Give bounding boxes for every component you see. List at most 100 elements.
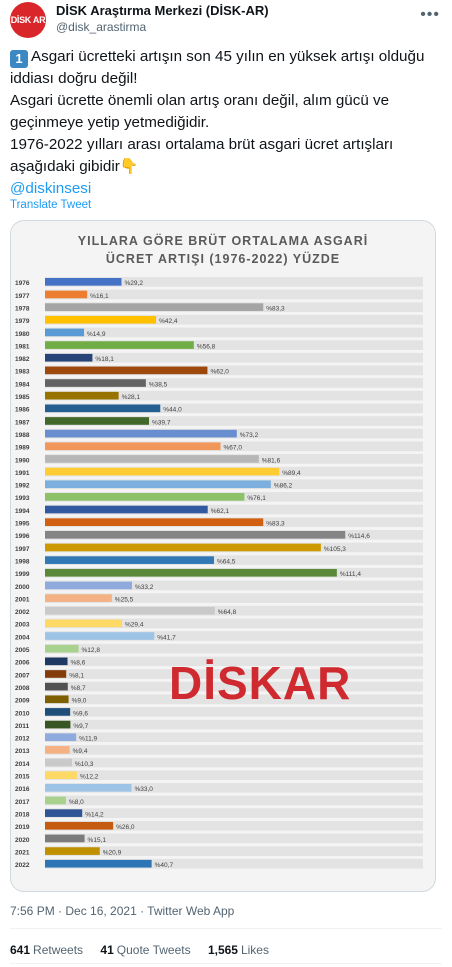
more-horizontal-icon[interactable]: •••: [420, 6, 440, 23]
bar: [45, 391, 119, 400]
bar-value-label: %20,9: [103, 849, 122, 856]
tweet-line-2: Asgari ücrette önemli olan artış oranı d…: [10, 92, 390, 131]
bar-track: [45, 757, 423, 768]
quotes-stat[interactable]: 41 Quote Tweets: [100, 943, 190, 957]
year-label: 2001: [15, 596, 30, 603]
bar-value-label: %62,0: [210, 369, 229, 376]
bar: [45, 758, 72, 767]
bar-track: [45, 403, 423, 414]
bar-track: [45, 504, 423, 515]
bar: [45, 657, 68, 666]
bar-track: [45, 593, 423, 603]
bar: [45, 353, 93, 362]
retweets-stat[interactable]: 641 Retweets: [10, 943, 83, 957]
bar: [45, 341, 194, 349]
bar-value-label: %33,2: [135, 584, 154, 591]
bar: [45, 859, 152, 868]
translate-tweet-link[interactable]: Translate Tweet: [10, 199, 92, 211]
handle[interactable]: @disk_arastirma: [56, 20, 147, 34]
year-label: 2015: [15, 774, 30, 781]
year-label: 2018: [15, 811, 30, 818]
diskar-watermark-logo: DİSKAR: [169, 657, 351, 709]
year-label: 1981: [15, 343, 30, 350]
year-label: 1976: [15, 280, 30, 287]
bar-value-label: %8,6: [71, 660, 86, 667]
likes-label: Likes: [240, 943, 269, 957]
year-label: 1991: [15, 470, 30, 477]
bar-value-label: %11,9: [79, 736, 97, 743]
bar-value-label: %15,1: [88, 837, 107, 844]
bar-track: [45, 327, 423, 338]
bar-value-label: %10,3: [75, 761, 94, 768]
likes-stat[interactable]: 1,565 Likes: [208, 943, 269, 957]
year-label: 1978: [15, 305, 30, 312]
bar: [45, 746, 70, 754]
chart-image[interactable]: YILLARA GÖRE BRÜT ORTALAMA ASGARİ ÜCRET …: [10, 220, 436, 892]
bar-track: [45, 820, 423, 831]
bar: [45, 455, 259, 463]
tweet-mention[interactable]: @diskinsesi: [10, 180, 92, 197]
tweet-line-1-text: Asgari ücretteki artışın son 45 yılın en…: [10, 48, 425, 87]
year-label: 1985: [15, 394, 30, 401]
year-label: 1984: [15, 381, 30, 388]
year-label: 1989: [15, 445, 30, 452]
bar: [45, 379, 146, 387]
bar: [45, 467, 280, 476]
bar: [45, 720, 71, 729]
bar: [45, 594, 112, 602]
divider: [10, 928, 442, 929]
year-label: 1987: [15, 419, 30, 426]
bar-track: [45, 808, 423, 818]
bar-value-label: %56,8: [197, 343, 216, 350]
bar-value-label: %33,0: [134, 786, 153, 793]
bar-value-label: %12,2: [80, 774, 99, 781]
bar-chart: 1976 %29,2 1977 %16,1 1978 %83,3 1979 %42,4 1980…: [15, 277, 423, 869]
bar-value-label: %8,0: [69, 799, 84, 806]
year-label: 1992: [15, 483, 30, 490]
bar: [45, 303, 264, 311]
tweet-timestamp[interactable]: 7:56 PM · Dec 16, 2021 · Twitter Web App: [10, 904, 235, 918]
bar-value-label: %8,7: [71, 685, 86, 692]
retweets-count: 641: [10, 943, 31, 957]
bar-track: [45, 719, 423, 730]
bar: [45, 644, 79, 653]
tweet-line-3: 1976-2022 yılları arası ortalama brüt as…: [10, 134, 442, 178]
bar: [45, 670, 67, 678]
bar-track: [45, 694, 423, 705]
bar-value-label: %14,2: [85, 811, 104, 818]
quotes-count: 41: [100, 943, 114, 957]
year-label: 2011: [15, 723, 29, 730]
year-label: 1979: [15, 318, 30, 325]
bar-value-label: %83,3: [266, 305, 285, 312]
bar-track: [45, 643, 423, 654]
bar: [45, 493, 245, 501]
year-label: 2002: [15, 609, 30, 616]
bar-value-label: %62,1: [211, 508, 230, 515]
bar-value-label: %29,4: [125, 622, 144, 629]
bar-track: [45, 441, 423, 452]
bar-track: [45, 277, 423, 287]
bar-track: [45, 580, 423, 591]
bar: [45, 278, 122, 286]
bar-value-label: %29,2: [125, 280, 144, 287]
tweet-line-3-text: 1976-2022 yılları arası ortalama brüt as…: [10, 136, 394, 175]
year-label: 1990: [15, 457, 30, 464]
bar-value-label: %81,6: [262, 457, 281, 464]
tweet-stats: 641 Retweets 41 Quote Tweets 1,565 Likes: [10, 943, 283, 957]
avatar[interactable]: DİSK AR: [10, 2, 46, 38]
bar: [45, 606, 215, 615]
year-label: 2010: [15, 710, 30, 717]
year-label: 1995: [15, 521, 30, 528]
display-name[interactable]: DİSK Araştırma Merkezi (DİSK-AR): [56, 3, 269, 18]
bar-track: [45, 340, 423, 350]
bar: [45, 708, 71, 716]
bar-value-label: %114,6: [348, 533, 370, 540]
year-label: 2017: [15, 799, 30, 806]
bar: [45, 417, 150, 425]
bar-track: [45, 846, 423, 856]
bar-track: [45, 770, 423, 780]
bar: [45, 429, 237, 438]
bar-value-label: %16,1: [90, 293, 109, 300]
year-label: 2019: [15, 824, 30, 831]
bar: [45, 821, 114, 830]
